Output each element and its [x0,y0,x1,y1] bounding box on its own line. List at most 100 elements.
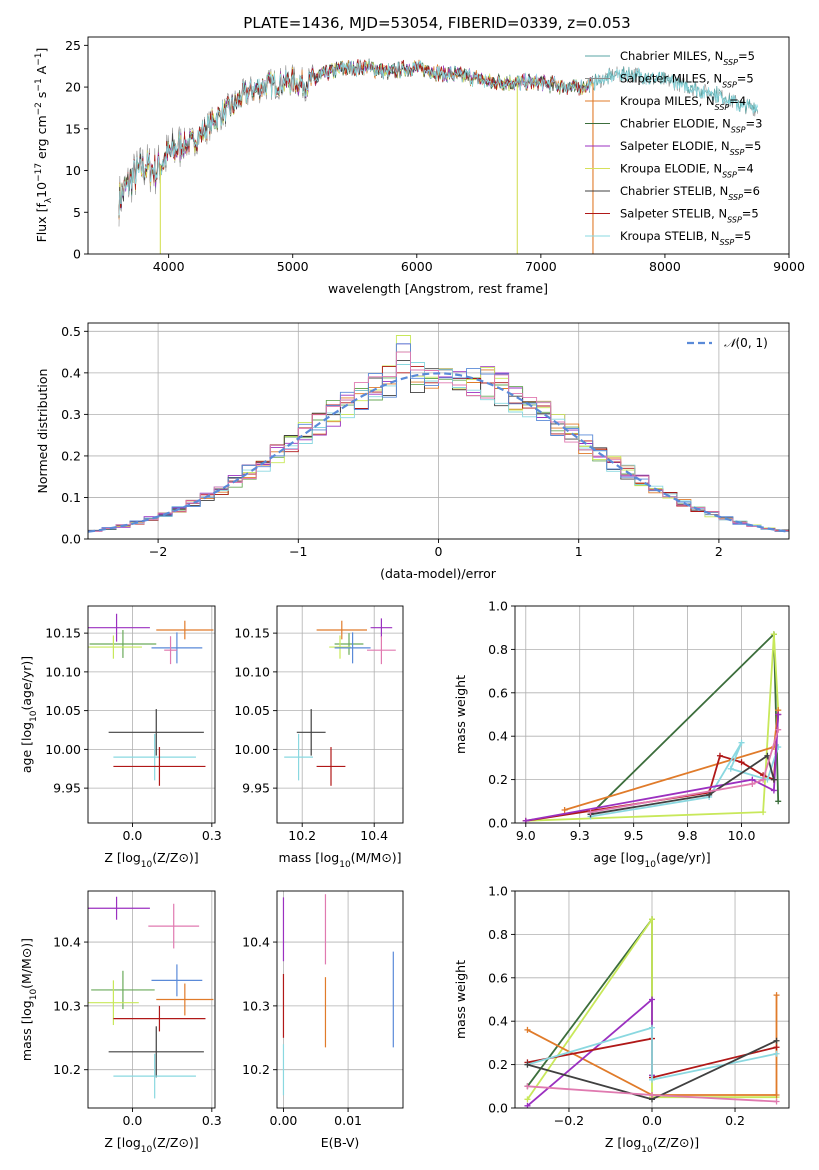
x-axis-label: Z [log10(Z/Z⊙)] [104,850,198,870]
axes-age_vs_Z: 0.0 0.3 9.95 10.00 10.05 10.10 10.15 [45,605,222,843]
x-tick-label: 0.0 [123,1113,143,1128]
errorbar-point [164,636,177,665]
label-part: E(B-V) [321,1135,360,1150]
label-part: −1 [34,53,44,66]
axes-weight_vs_Z: −0.2 0.0 0.2 0.0 0.2 0.4 0.6 0.8 1.0 [488,884,790,1128]
histogram-step [88,351,789,534]
label-part: (Z/Z⊙)] [152,850,198,865]
y-tick-label: 0.8 [488,927,508,942]
x-axis-label: mass [log10(M/M⊙)] [278,850,401,870]
errorbar-point [284,733,313,781]
y-tick-label: 0.6 [488,685,508,700]
weight-line [525,634,780,822]
axes-overlay: 0.0 0.3 10.2 10.3 10.4 [53,890,222,1128]
legend-text: Chabrier ELODIE, N [620,117,731,131]
label-part: 10 [339,860,351,870]
plot-area [88,335,789,534]
legend-tail: =5 [742,207,759,221]
label-part: ] [34,48,49,53]
x-tick-label: 0.0 [642,1113,662,1128]
y-tick-label: 5 [73,205,81,220]
errorbar-point [370,618,393,637]
errorbar-point [108,709,204,756]
legend-text: Salpeter MILES, N [620,72,722,86]
axes-mass_vs_Z: 0.0 0.3 10.2 10.3 10.4 [53,890,222,1128]
y-tick-label: 1.0 [488,599,508,614]
label-part: −1 [34,78,44,91]
y-tick-label: 10.4 [53,935,81,950]
legend-sub: SSP [727,215,742,224]
weight-marker [738,759,745,766]
y-tick-label: 0.5 [61,324,81,339]
legend-tail: =4 [729,94,746,108]
legend-entry: Kroupa MILES, NSSP=4 [620,94,746,112]
label-part: Z [log [104,850,140,865]
weight-marker [524,1026,531,1033]
y-tick-label: 10.2 [53,1062,81,1077]
y-tick-label: 10.10 [45,664,81,679]
y-axis-label: age [log10(age/yr)] [19,656,39,773]
weight-marker [716,752,723,759]
errorbar-point [88,613,150,642]
x-axis-label: age [log10(age/yr)] [593,850,710,870]
y-axis-label: mass weight [453,960,468,1039]
weight-marker [770,776,777,783]
x-tick-label: 0.0 [123,828,143,843]
weight-line [590,729,780,813]
axes-frame [87,36,790,255]
errorbar-point [88,980,139,1026]
plot-area [522,631,782,823]
legend-sub: SSP [722,80,737,89]
weight-marker [773,1044,780,1051]
weight-line [525,714,780,822]
axes-frame [276,605,404,824]
y-tick-label: 10 [65,163,81,178]
x-tick-label: 0.3 [202,828,222,843]
errorbar-point [151,632,203,664]
y-tick-label: 10.15 [234,626,270,641]
x-tick-label: 10.4 [360,828,388,843]
errorbar-point [113,733,196,781]
weight-marker [760,776,767,783]
weight-line [590,742,780,818]
legend-entry: Salpeter STELIB, NSSP=5 [620,207,759,225]
y-tick-label: 9.95 [242,781,270,796]
x-tick-label: 9.8 [678,828,698,843]
y-tick-label: 0.2 [488,1057,508,1072]
y-tick-label: 0.8 [488,642,508,657]
weight-line [590,754,775,816]
weight-marker [524,1083,531,1090]
label-part: 10 [645,860,657,870]
label-part: A [34,65,49,78]
plot-area [88,896,214,1099]
y-tick-label: 0.4 [488,1014,508,1029]
legend-text: Salpeter ELODIE, N [620,139,730,153]
weight-marker [770,631,777,638]
weight-marker [749,780,756,787]
x-tick-label: 1 [575,544,583,559]
y-tick-label: 10.3 [242,998,270,1013]
errorbar-point [151,964,203,997]
errorbar-point [334,633,364,655]
label-part: (age/yr)] [19,656,34,711]
plot-area [88,613,214,786]
y-tick-label: 10.2 [242,1062,270,1077]
weight-marker [773,1050,780,1057]
legend-text: (0, 1) [736,336,768,350]
legend-sub: SSP [730,148,745,157]
y-tick-label: 10.00 [45,742,81,757]
plot-area [524,916,780,1108]
weight-marker [587,809,594,816]
y-tick-label: 15 [65,121,81,136]
axes-overlay: −0.2 0.0 0.2 0.0 0.2 0.4 0.6 0.8 1.0 [488,884,790,1128]
errorbar-point [156,983,214,1016]
label-part: age [log [19,722,34,773]
errorbar-point [156,620,214,640]
y-tick-label: 0.0 [61,532,81,547]
axes-overlay: 10.2 10.4 9.95 10.00 10.05 10.10 10.15 [234,605,404,843]
errorbar-point [91,970,155,1010]
x-tick-label: 9.3 [570,828,590,843]
x-axis-label: wavelength [Angstrom, rest frame] [328,281,548,296]
